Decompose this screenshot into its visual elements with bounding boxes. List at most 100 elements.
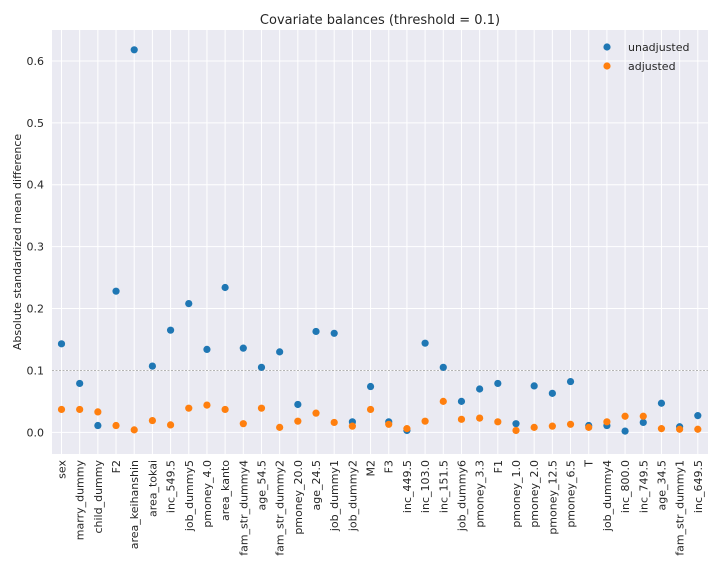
adjusted-point bbox=[294, 417, 302, 425]
adjusted-point bbox=[366, 405, 375, 414]
adjusted-point bbox=[566, 420, 575, 428]
adjusted-point bbox=[94, 408, 102, 416]
adjusted-point bbox=[148, 416, 156, 425]
unadjusted-point bbox=[221, 283, 229, 292]
adjusted-point bbox=[457, 415, 466, 423]
x-tick-label: marry_dummy bbox=[74, 460, 87, 541]
adjusted-point bbox=[476, 414, 484, 422]
adjusted-point bbox=[603, 418, 611, 426]
x-tick-label: inc_749.5 bbox=[637, 460, 650, 513]
x-tick-label: area_keihanshin bbox=[128, 460, 141, 549]
x-tick-label: fam_str_dummy2 bbox=[274, 460, 287, 556]
unadjusted-point bbox=[76, 379, 84, 388]
adjusted-point bbox=[130, 426, 138, 434]
x-tick-label: inc_649.5 bbox=[692, 460, 705, 513]
unadjusted-point bbox=[294, 400, 302, 409]
y-tick-label: 0.4 bbox=[27, 179, 45, 192]
x-tick-label: age_24.5 bbox=[310, 460, 323, 510]
adjusted-point bbox=[112, 421, 120, 430]
x-tick-label: job_dummy5 bbox=[183, 460, 196, 532]
unadjusted-point bbox=[148, 362, 156, 370]
unadjusted-point bbox=[421, 339, 429, 347]
y-axis-label: Absolute standardized mean difference bbox=[11, 134, 24, 351]
adjusted-point bbox=[694, 425, 702, 433]
unadjusted-point bbox=[203, 345, 211, 353]
adjusted-point bbox=[639, 412, 647, 420]
unadjusted-point bbox=[494, 379, 502, 388]
y-tick-label: 0.5 bbox=[27, 117, 45, 130]
x-tick-label: T bbox=[583, 460, 596, 468]
unadjusted-point bbox=[112, 287, 120, 295]
unadjusted-point bbox=[657, 399, 666, 407]
adjusted-point bbox=[385, 420, 393, 428]
x-tick-label: sex bbox=[56, 460, 69, 479]
adjusted-point bbox=[312, 409, 320, 417]
adjusted-point bbox=[185, 404, 193, 412]
adjusted-point bbox=[257, 404, 266, 412]
x-tick-label: child_dummy bbox=[92, 460, 105, 534]
grid-lines bbox=[52, 30, 708, 454]
x-tick-label: age_34.5 bbox=[655, 460, 668, 510]
unadjusted-point bbox=[130, 46, 138, 54]
adjusted-point bbox=[76, 405, 84, 414]
plot-background bbox=[52, 30, 708, 454]
unadjusted-point bbox=[239, 344, 247, 352]
y-tick-label: 0.6 bbox=[27, 55, 45, 68]
x-tick-label: F1 bbox=[492, 460, 505, 473]
unadjusted-point bbox=[530, 382, 538, 390]
unadjusted-point bbox=[185, 299, 193, 308]
y-axis-ticks: 0.0 0.1 0.2 0.3 0.4 0.5 0.6 bbox=[27, 55, 45, 439]
unadjusted-point bbox=[257, 363, 266, 371]
adjusted-point bbox=[585, 423, 593, 431]
y-tick-label: 0.2 bbox=[27, 303, 45, 316]
adjusted-point bbox=[548, 422, 556, 430]
data-points bbox=[57, 46, 702, 435]
unadjusted-point bbox=[694, 412, 702, 420]
x-tick-label: area_kanto bbox=[219, 460, 232, 521]
legend-marker-adjusted bbox=[603, 62, 611, 70]
x-tick-label: inc_151.5 bbox=[437, 460, 450, 513]
unadjusted-point bbox=[366, 382, 375, 391]
unadjusted-point bbox=[439, 363, 447, 371]
adjusted-point bbox=[330, 418, 338, 427]
x-tick-label: inc_103.0 bbox=[419, 460, 432, 513]
adjusted-point bbox=[676, 425, 684, 433]
unadjusted-point bbox=[566, 377, 575, 386]
x-tick-label: fam_str_dummy1 bbox=[674, 460, 687, 556]
unadjusted-point bbox=[621, 427, 629, 435]
unadjusted-point bbox=[330, 329, 338, 337]
x-tick-label: pmoney_6.5 bbox=[565, 460, 578, 528]
adjusted-point bbox=[439, 397, 447, 405]
adjusted-point bbox=[166, 421, 175, 429]
x-tick-label: pmoney_1.0 bbox=[510, 460, 523, 528]
adjusted-point bbox=[348, 422, 356, 430]
legend-label-adjusted: adjusted bbox=[628, 60, 676, 73]
unadjusted-point bbox=[639, 418, 647, 427]
unadjusted-point bbox=[57, 340, 66, 348]
adjusted-point bbox=[276, 423, 284, 431]
unadjusted-point bbox=[166, 326, 175, 334]
x-tick-label: pmoney_3.3 bbox=[474, 460, 487, 528]
x-tick-label: F3 bbox=[383, 460, 396, 473]
x-tick-label: job_dummy2 bbox=[346, 460, 359, 532]
legend: unadjusted adjusted bbox=[603, 41, 690, 73]
adjusted-point bbox=[203, 401, 211, 409]
x-tick-label: age_54.5 bbox=[255, 460, 268, 510]
x-tick-label: inc_549.5 bbox=[165, 460, 178, 513]
adjusted-point bbox=[621, 412, 629, 420]
x-tick-label: inc_449.5 bbox=[401, 460, 414, 513]
x-tick-label: job_dummy4 bbox=[601, 460, 614, 532]
adjusted-point bbox=[403, 425, 411, 433]
x-tick-label: pmoney_2.0 bbox=[528, 460, 541, 528]
adjusted-point bbox=[239, 420, 247, 428]
adjusted-point bbox=[421, 417, 429, 425]
unadjusted-point bbox=[512, 420, 520, 428]
x-tick-label: pmoney_12.5 bbox=[546, 460, 559, 535]
y-tick-label: 0.1 bbox=[27, 364, 45, 377]
x-tick-label: job_dummy6 bbox=[455, 460, 468, 532]
chart-title: Covariate balances (threshold = 0.1) bbox=[260, 13, 500, 28]
legend-label-unadjusted: unadjusted bbox=[628, 41, 690, 54]
legend-marker-unadjusted bbox=[603, 43, 611, 51]
x-axis-ticks: sex marry_dummy child_dummy F2 area_keihansh… bbox=[56, 460, 705, 556]
